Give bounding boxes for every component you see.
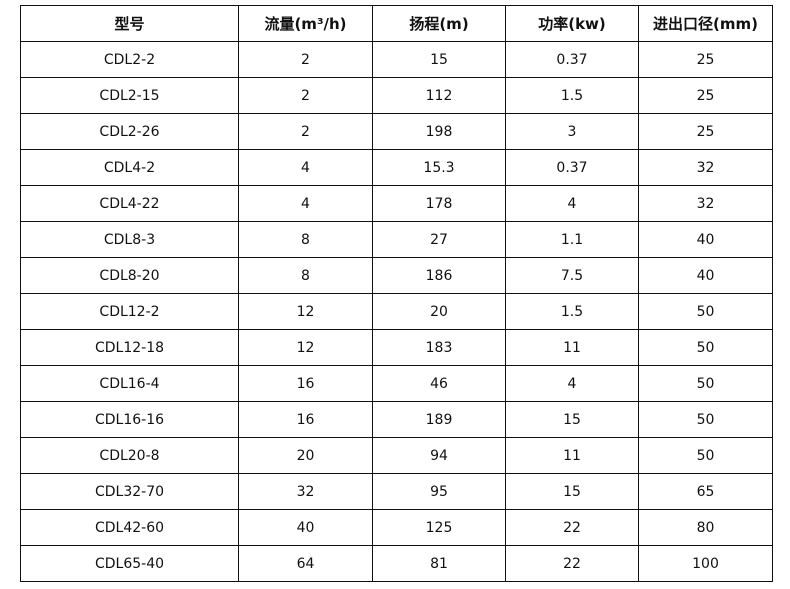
table-row: CDL32-70 32 95 15 65 [20,473,773,510]
cell-head: 189 [372,401,506,438]
cell-diameter: 25 [638,113,773,150]
cell-diameter: 50 [638,365,773,402]
cell-flow: 2 [238,41,373,78]
cell-model: CDL32-70 [20,473,239,510]
cell-power: 3 [505,113,639,150]
cell-flow: 4 [238,149,373,186]
cell-power: 0.37 [505,149,639,186]
column-header-head: 扬程(m) [372,5,506,42]
cell-flow: 12 [238,293,373,330]
cell-head: 186 [372,257,506,294]
cell-flow: 16 [238,401,373,438]
cell-model: CDL2-26 [20,113,239,150]
cell-model: CDL12-18 [20,329,239,366]
cell-flow: 8 [238,257,373,294]
table-row: CDL4-2 4 15.3 0.37 32 [20,149,773,186]
table-row: CDL12-18 12 183 11 50 [20,329,773,366]
table-row: CDL8-20 8 186 7.5 40 [20,257,773,294]
cell-model: CDL4-2 [20,149,239,186]
cell-power: 1.5 [505,293,639,330]
cell-diameter: 50 [638,437,773,474]
cell-head: 183 [372,329,506,366]
cell-head: 20 [372,293,506,330]
cell-power: 4 [505,365,639,402]
cell-head: 15.3 [372,149,506,186]
cell-power: 22 [505,545,639,582]
cell-model: CDL20-8 [20,437,239,474]
cell-model: CDL4-22 [20,185,239,222]
table-row: CDL2-26 2 198 3 25 [20,113,773,150]
cell-power: 0.37 [505,41,639,78]
cell-flow: 12 [238,329,373,366]
table-row: CDL16-4 16 46 4 50 [20,365,773,402]
cell-diameter: 80 [638,509,773,546]
cell-head: 198 [372,113,506,150]
cell-diameter: 50 [638,329,773,366]
cell-head: 94 [372,437,506,474]
cell-head: 15 [372,41,506,78]
cell-diameter: 50 [638,293,773,330]
cell-flow: 8 [238,221,373,258]
cell-model: CDL2-15 [20,77,239,114]
cell-model: CDL42-60 [20,509,239,546]
cell-power: 1.1 [505,221,639,258]
column-header-power: 功率(kw) [505,5,639,42]
cell-diameter: 25 [638,41,773,78]
cell-head: 178 [372,185,506,222]
cell-power: 4 [505,185,639,222]
table-row: CDL20-8 20 94 11 50 [20,437,773,474]
table-row: CDL2-2 2 15 0.37 25 [20,41,773,78]
cell-diameter: 25 [638,77,773,114]
cell-power: 22 [505,509,639,546]
cell-flow: 16 [238,365,373,402]
table-row: CDL16-16 16 189 15 50 [20,401,773,438]
cell-flow: 64 [238,545,373,582]
column-header-model: 型号 [20,5,239,42]
column-header-flow: 流量(m³/h) [238,5,373,42]
cell-model: CDL65-40 [20,545,239,582]
cell-power: 1.5 [505,77,639,114]
table-row: CDL65-40 64 81 22 100 [20,545,773,582]
cell-model: CDL12-2 [20,293,239,330]
cell-head: 125 [372,509,506,546]
cell-diameter: 65 [638,473,773,510]
cell-flow: 2 [238,77,373,114]
cell-power: 11 [505,329,639,366]
cell-diameter: 32 [638,149,773,186]
cell-diameter: 40 [638,221,773,258]
cell-head: 112 [372,77,506,114]
table-row: CDL42-60 40 125 22 80 [20,509,773,546]
cell-flow: 32 [238,473,373,510]
table-row: CDL8-3 8 27 1.1 40 [20,221,773,258]
cell-flow: 20 [238,437,373,474]
cell-flow: 40 [238,509,373,546]
cell-head: 95 [372,473,506,510]
cell-model: CDL16-16 [20,401,239,438]
cell-power: 7.5 [505,257,639,294]
cell-model: CDL2-2 [20,41,239,78]
cell-power: 15 [505,473,639,510]
cell-flow: 2 [238,113,373,150]
cell-diameter: 50 [638,401,773,438]
cell-flow: 4 [238,185,373,222]
table-row: CDL4-22 4 178 4 32 [20,185,773,222]
pump-spec-table: 型号 流量(m³/h) 扬程(m) 功率(kw) 进出口径(mm) CDL2-2 2 15 0… [20,5,773,582]
header-row: 型号 流量(m³/h) 扬程(m) 功率(kw) 进出口径(mm) [20,5,773,42]
cell-head: 46 [372,365,506,402]
table-row: CDL12-2 12 20 1.5 50 [20,293,773,330]
cell-diameter: 32 [638,185,773,222]
cell-diameter: 40 [638,257,773,294]
cell-model: CDL8-3 [20,221,239,258]
table-row: CDL2-15 2 112 1.5 25 [20,77,773,114]
cell-model: CDL8-20 [20,257,239,294]
cell-power: 15 [505,401,639,438]
cell-model: CDL16-4 [20,365,239,402]
column-header-diameter: 进出口径(mm) [638,5,773,42]
cell-head: 27 [372,221,506,258]
cell-power: 11 [505,437,639,474]
cell-head: 81 [372,545,506,582]
cell-diameter: 100 [638,545,773,582]
